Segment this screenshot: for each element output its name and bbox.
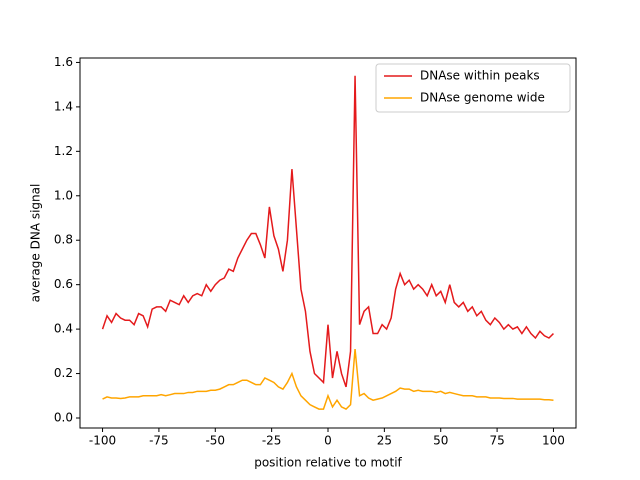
x-tick-label: 0	[324, 434, 332, 448]
plot-frame	[79, 57, 577, 429]
y-tick-label: 0.6	[54, 277, 73, 291]
x-tick-label: 100	[542, 434, 565, 448]
x-tick-label: -50	[205, 434, 225, 448]
y-tick-label: 1.4	[54, 99, 73, 113]
legend-box	[375, 63, 571, 113]
x-axis-label: position relative to motif	[254, 456, 402, 470]
series-line	[102, 349, 554, 411]
y-tick-label: 1.2	[54, 144, 73, 158]
y-tick-label: 0.0	[54, 411, 73, 425]
x-tick-label: -25	[262, 434, 282, 448]
x-tick-label: 25	[377, 434, 392, 448]
x-tick-label: -100	[89, 434, 116, 448]
x-tick-label: -75	[149, 434, 169, 448]
x-tick-label: 75	[489, 434, 504, 448]
y-tick-label: 1.6	[54, 55, 73, 69]
y-tick-label: 0.2	[54, 366, 73, 380]
y-tick-label: 0.8	[54, 233, 73, 247]
x-tick-label: 50	[433, 434, 448, 448]
y-axis-label: average DNA signal	[29, 184, 43, 303]
y-tick-label: 0.4	[54, 322, 73, 336]
y-tick-label: 1.0	[54, 188, 73, 202]
legend-label: DNAse genome wide	[420, 91, 545, 105]
legend-label: DNAse within peaks	[420, 69, 540, 83]
series-line	[101, 75, 554, 388]
